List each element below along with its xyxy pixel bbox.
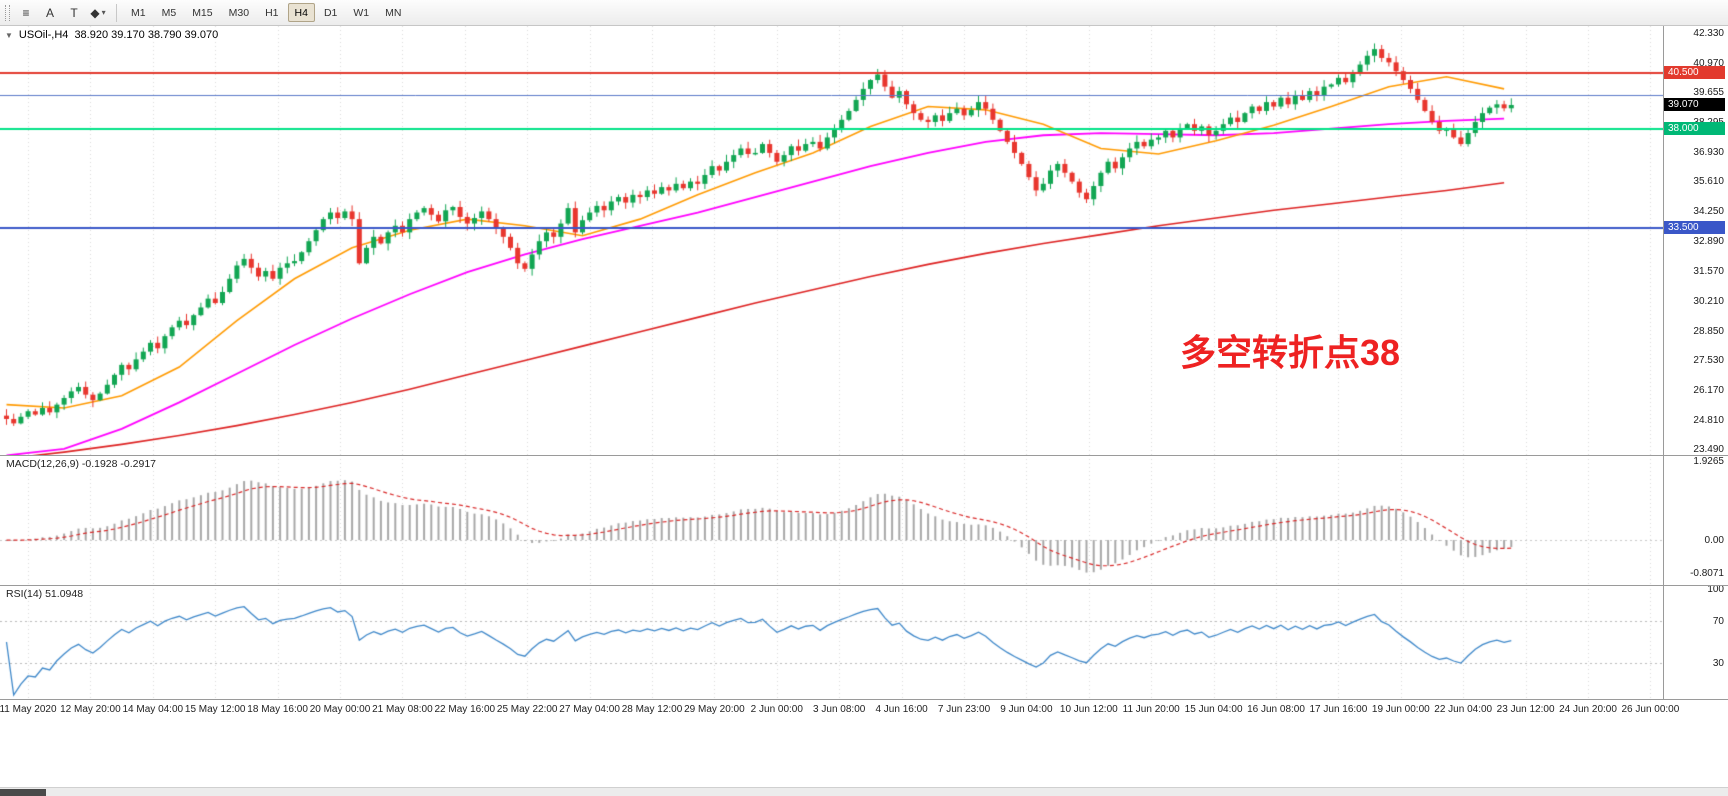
chart-symbol-label: USOil-,H4 — [18, 29, 69, 41]
chevron-down-icon: ▾ — [101, 8, 106, 17]
price-badge: 33.500 — [1664, 220, 1725, 234]
time-axis-label: 23 Jun 12:00 — [1496, 704, 1555, 715]
rsi-indicator-canvas[interactable] — [0, 585, 1663, 699]
price-axis-label: 32.890 — [1693, 236, 1724, 248]
time-axis-label: 17 Jun 16:00 — [1309, 704, 1368, 715]
price-badge: 38.000 — [1664, 121, 1725, 135]
time-axis: 11 May 2020 12 May 20:00 14 May 04:00 15 Ma… — [0, 699, 1679, 721]
chart-annotation-text: 多空转折点38 — [1180, 332, 1401, 373]
time-axis-label: 11 May 2020 — [0, 704, 57, 715]
price-axis-label: 31.570 — [1693, 265, 1724, 277]
toolbar-separator — [116, 3, 117, 22]
macd-axis-label: 0.00 — [1704, 535, 1724, 547]
chart-area: ▼ USOil-,H4 38.920 39.170 38.790 39.070 … — [0, 26, 1728, 796]
price-axis-label: 23.490 — [1693, 444, 1724, 455]
time-axis-label: 28 May 12:00 — [621, 704, 683, 715]
time-axis-label: 22 May 16:00 — [434, 704, 496, 715]
shapes-tool-glyph: ◆ — [90, 5, 100, 20]
arrow-tool-glyph: T — [70, 5, 78, 20]
time-axis-separator — [0, 699, 1728, 700]
top-toolbar: ≡ A T ◆ ▾ M1 M5 M15 M30 H1 H4 D1 W1 MN — [0, 0, 1728, 26]
price-panel: ▼ USOil-,H4 38.920 39.170 38.790 39.070 … — [0, 26, 1728, 455]
scrollbar-thumb[interactable] — [0, 789, 46, 796]
timeframe-w1[interactable]: W1 — [353, 6, 370, 19]
timeframe-h4[interactable]: H4 — [287, 3, 315, 22]
price-axis-label: 24.810 — [1693, 414, 1724, 426]
macd-indicator-canvas[interactable] — [0, 455, 1663, 585]
shapes-tool-icon[interactable]: ◆ ▾ — [87, 3, 109, 23]
time-axis-label: 9 Jun 04:00 — [1000, 704, 1053, 715]
rsi-axis-label: 100 — [1707, 584, 1724, 595]
time-axis-label: 20 May 00:00 — [309, 704, 371, 715]
price-axis-label: 42.330 — [1693, 28, 1724, 39]
time-axis-label: 2 Jun 00:00 — [750, 704, 803, 715]
macd-axis: 1.9265 0.00 -0.8071 — [1663, 455, 1728, 585]
arrow-tool-icon[interactable]: T — [63, 3, 85, 23]
price-axis-label: 27.530 — [1693, 354, 1724, 366]
rsi-label: RSI(14) 51.0948 — [6, 588, 84, 600]
price-axis-label: 26.170 — [1693, 384, 1724, 396]
price-axis-label: 34.250 — [1693, 206, 1724, 218]
time-axis-label: 11 Jun 20:00 — [1122, 704, 1180, 715]
price-axis-border — [1663, 26, 1664, 699]
time-axis-label: 19 Jun 00:00 — [1371, 704, 1430, 715]
price-axis-label: 30.210 — [1693, 295, 1724, 307]
price-axis: 42.33040.97039.65538.29536.93035.61034.2… — [1663, 26, 1728, 455]
time-axis-label: 26 Jun 00:00 — [1621, 704, 1680, 715]
price-axis-label: 40.970 — [1693, 58, 1724, 70]
price-axis-label: 35.610 — [1693, 176, 1724, 188]
timeframe-d1[interactable]: D1 — [323, 6, 338, 19]
time-axis-label: 15 Jun 04:00 — [1184, 704, 1243, 715]
text-tool-icon[interactable]: A — [39, 3, 61, 23]
chart-ohlc-values: 38.920 39.170 38.790 39.070 — [74, 29, 219, 41]
macd-axis-label: 1.9265 — [1693, 456, 1724, 467]
macd-label: MACD(12,26,9) -0.1928 -0.2917 — [6, 458, 156, 470]
timeframe-m5[interactable]: M5 — [161, 6, 177, 19]
rsi-panel: RSI(14) 51.0948 100 70 30 — [0, 584, 1728, 699]
time-axis-label: 18 May 16:00 — [247, 704, 308, 715]
timeframe-mn[interactable]: MN — [385, 6, 402, 19]
timeframe-m15[interactable]: M15 — [192, 6, 213, 19]
time-axis-label: 25 May 22:00 — [496, 704, 558, 715]
time-axis-label: 14 May 04:00 — [122, 704, 184, 715]
rsi-axis-label: 30 — [1712, 658, 1724, 670]
time-axis-label: 16 Jun 08:00 — [1247, 704, 1305, 715]
time-axis-label: 29 May 20:00 — [684, 704, 745, 715]
price-badge: 39.070 — [1664, 97, 1725, 111]
time-axis-label: 4 Jun 16:00 — [875, 704, 928, 715]
price-axis-label: 36.930 — [1693, 147, 1724, 159]
line-studies-glyph: ≡ — [22, 5, 30, 20]
toolbar-grip[interactable] — [5, 4, 10, 21]
price-badge: 40.500 — [1664, 66, 1725, 80]
text-tool-glyph: A — [45, 5, 54, 20]
time-axis-label: 24 Jun 20:00 — [1559, 704, 1617, 715]
macd-panel: MACD(12,26,9) -0.1928 -0.2917 1.9265 0.00… — [0, 455, 1728, 585]
macd-panel-separator[interactable] — [0, 455, 1728, 456]
time-axis-label: 27 May 04:00 — [559, 704, 620, 715]
price-chart-canvas[interactable] — [0, 26, 1663, 455]
chart-title: ▼ USOil-,H4 38.920 39.170 38.790 39.070 — [5, 29, 218, 41]
rsi-axis-label: 70 — [1712, 615, 1724, 627]
timeframe-m30[interactable]: M30 — [228, 6, 250, 19]
price-axis-label: 28.850 — [1693, 325, 1724, 337]
rsi-panel-separator[interactable] — [0, 585, 1728, 586]
time-axis-label: 12 May 20:00 — [60, 704, 121, 715]
time-axis-label: 7 Jun 23:00 — [937, 704, 991, 715]
rsi-axis: 100 70 30 — [1663, 584, 1728, 699]
time-axis-label: 21 May 08:00 — [372, 704, 433, 715]
timeframe-h1[interactable]: H1 — [265, 6, 279, 19]
time-axis-label: 15 May 12:00 — [184, 704, 246, 715]
line-studies-icon[interactable]: ≡ — [15, 3, 37, 23]
timeframe-m1[interactable]: M1 — [131, 6, 146, 19]
horizontal-scrollbar[interactable] — [0, 787, 1728, 796]
time-axis-label: 22 Jun 04:00 — [1434, 704, 1493, 715]
chart-expander-icon[interactable]: ▼ — [5, 30, 13, 40]
time-axis-label: 3 Jun 08:00 — [813, 704, 866, 715]
macd-axis-label: -0.8071 — [1690, 568, 1724, 580]
time-axis-label: 10 Jun 12:00 — [1059, 704, 1118, 715]
price-axis-label: 39.655 — [1693, 87, 1724, 99]
